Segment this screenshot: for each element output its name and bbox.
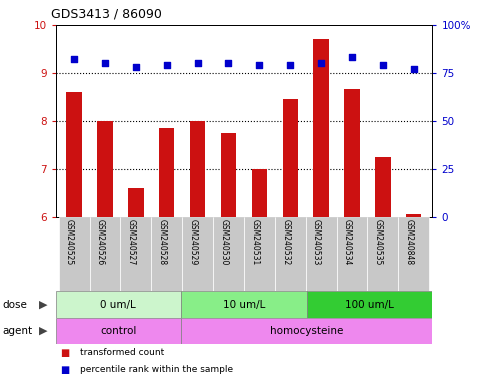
Bar (128, 188, 143, 217)
Bar (58, 217, 89, 291)
Text: 0 um/L: 0 um/L (100, 300, 136, 310)
Point (194, 60, 201, 66)
Point (379, 62, 387, 68)
Bar (406, 214, 422, 217)
Point (163, 62, 170, 68)
Bar (213, 217, 244, 291)
Text: dose: dose (2, 300, 28, 310)
Bar (120, 217, 151, 291)
Text: GSM240531: GSM240531 (250, 219, 259, 265)
Text: ▶: ▶ (39, 326, 48, 336)
Point (348, 54, 356, 60)
Bar (221, 132, 236, 217)
Text: 100 um/L: 100 um/L (345, 300, 394, 310)
Bar (313, 39, 329, 217)
Bar (307, 291, 432, 318)
Point (225, 60, 232, 66)
Text: GDS3413 / 86090: GDS3413 / 86090 (51, 8, 162, 21)
Point (286, 62, 294, 68)
Text: GSM240530: GSM240530 (219, 219, 228, 265)
Text: 10 um/L: 10 um/L (223, 300, 265, 310)
Text: GSM240535: GSM240535 (374, 219, 383, 265)
Text: GSM240528: GSM240528 (158, 219, 167, 265)
Text: percentile rank within the sample: percentile rank within the sample (80, 365, 233, 374)
Text: transformed count: transformed count (80, 348, 164, 356)
Bar (151, 217, 182, 291)
Bar (337, 217, 368, 291)
Text: control: control (100, 326, 137, 336)
Point (70, 56, 78, 62)
Text: agent: agent (2, 326, 32, 336)
Text: GSM240526: GSM240526 (96, 219, 105, 265)
Bar (66, 92, 82, 217)
Bar (275, 217, 306, 291)
Point (132, 64, 140, 70)
Bar (375, 157, 391, 217)
Text: homocysteine: homocysteine (270, 326, 343, 336)
Bar (56, 291, 181, 318)
Bar (190, 121, 205, 217)
Bar (244, 217, 275, 291)
Bar (181, 318, 432, 344)
Text: ▶: ▶ (39, 300, 48, 310)
Bar (306, 217, 337, 291)
Point (256, 62, 263, 68)
Bar (89, 217, 120, 291)
Bar (252, 169, 267, 217)
Bar (368, 217, 398, 291)
Bar (344, 89, 360, 217)
Text: GSM240529: GSM240529 (188, 219, 198, 265)
Point (101, 60, 109, 66)
Text: ■: ■ (60, 365, 70, 375)
Text: GSM240532: GSM240532 (281, 219, 290, 265)
Bar (283, 99, 298, 217)
Bar (181, 291, 307, 318)
Point (410, 66, 418, 72)
Text: ■: ■ (60, 348, 70, 358)
Bar (398, 217, 429, 291)
Bar (56, 318, 181, 344)
Text: GSM240525: GSM240525 (65, 219, 74, 265)
Text: GSM240534: GSM240534 (343, 219, 352, 265)
Point (317, 60, 325, 66)
Bar (182, 217, 213, 291)
Text: GSM240848: GSM240848 (405, 219, 414, 265)
Text: GSM240527: GSM240527 (127, 219, 136, 265)
Text: GSM240533: GSM240533 (312, 219, 321, 265)
Bar (159, 128, 174, 217)
Bar (97, 121, 113, 217)
